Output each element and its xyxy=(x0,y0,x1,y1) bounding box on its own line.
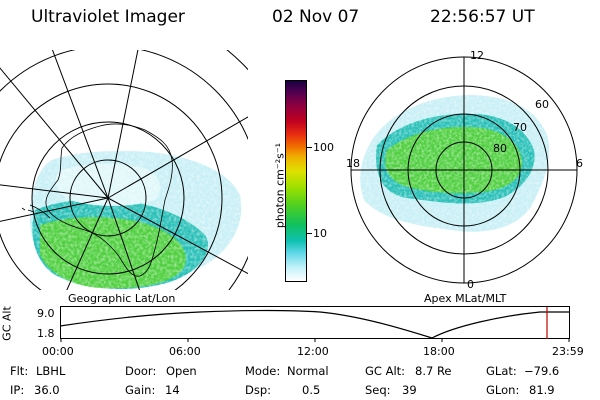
instrument-title: Ultraviolet Imager xyxy=(31,7,185,27)
info-gain-label: Gain: xyxy=(125,383,156,397)
mlat-label-60: 60 xyxy=(535,98,549,111)
colorbar-tick-label: 100 xyxy=(313,141,334,154)
mlat-label-70: 70 xyxy=(513,121,527,134)
info-glon-label: GLon: xyxy=(486,383,520,397)
magnetic-polar-plot xyxy=(350,56,578,284)
info-flt-value: LBHL xyxy=(36,364,66,378)
colorbar xyxy=(285,80,307,282)
altitude-xtick: 23:59 xyxy=(552,345,584,358)
geographic-map xyxy=(0,50,248,290)
info-seq-value: 39 xyxy=(402,383,417,397)
latitude-grid xyxy=(0,50,248,290)
info-flt-label: Flt: xyxy=(10,364,29,378)
altitude-xtick: 06:00 xyxy=(169,345,201,358)
colorbar-unit-label: photon cm⁻²s⁻¹ xyxy=(273,142,287,229)
mlat-label-80: 80 xyxy=(493,142,507,155)
info-gcalt-label: GC Alt: xyxy=(365,364,406,378)
altitude-xtick: 18:00 xyxy=(423,345,455,358)
info-glat-value: −79.6 xyxy=(524,364,560,378)
altitude-xtick: 12:00 xyxy=(297,345,329,358)
magnetic-caption: Apex MLat/MLT xyxy=(424,292,507,305)
info-door-value: Open xyxy=(166,364,197,378)
info-door-label: Door: xyxy=(125,364,157,378)
date-label: 02 Nov 07 xyxy=(272,7,360,27)
altitude-ytick-max: 9.0 xyxy=(37,307,55,320)
altitude-plot xyxy=(60,306,570,342)
info-seq-label: Seq: xyxy=(365,383,391,397)
mlt-label-6: 6 xyxy=(576,157,583,170)
time-label: 22:56:57 UT xyxy=(430,7,535,27)
colorbar-tick xyxy=(306,233,312,234)
info-mode-value: Normal xyxy=(287,364,329,378)
geographic-caption: Geographic Lat/Lon xyxy=(68,292,176,305)
colorbar-tick-label: 10 xyxy=(313,227,327,240)
info-mode-label: Mode: xyxy=(245,364,281,378)
info-dsp-value: 0.5 xyxy=(302,383,321,397)
longitude-grid xyxy=(0,50,248,290)
aurora-emission-left xyxy=(0,50,248,290)
mlt-label-0: 0 xyxy=(467,278,474,291)
info-ip-label: IP: xyxy=(10,383,25,397)
info-dsp-label: Dsp: xyxy=(245,383,272,397)
altitude-xtick: 00:00 xyxy=(42,345,74,358)
altitude-ylabel: GC Alt xyxy=(0,306,14,341)
info-glon-value: 81.9 xyxy=(529,383,555,397)
altitude-ytick-min: 1.8 xyxy=(37,327,55,340)
info-gcalt-value: 8.7 Re xyxy=(415,364,452,378)
info-ip-value: 36.0 xyxy=(34,383,60,397)
coastline xyxy=(45,123,173,277)
colorbar-tick xyxy=(306,147,312,148)
info-gain-value: 14 xyxy=(165,383,180,397)
mlt-label-12: 12 xyxy=(470,49,484,62)
mlt-label-18: 18 xyxy=(346,157,360,170)
info-glat-label: GLat: xyxy=(486,364,517,378)
